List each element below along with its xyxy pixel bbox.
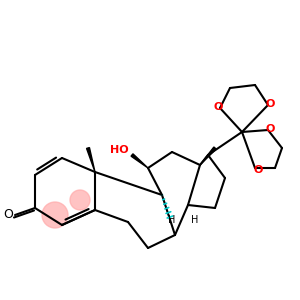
Circle shape [70, 190, 90, 210]
Polygon shape [200, 147, 216, 165]
Text: O: O [3, 208, 13, 221]
Text: O: O [265, 99, 275, 109]
Polygon shape [87, 148, 95, 172]
Text: O: O [253, 165, 263, 175]
Text: H: H [191, 215, 199, 225]
Text: O: O [265, 124, 275, 134]
Text: O: O [213, 102, 223, 112]
Polygon shape [131, 154, 148, 168]
Circle shape [42, 202, 68, 228]
Text: HO: HO [110, 145, 129, 155]
Text: H: H [168, 215, 176, 225]
